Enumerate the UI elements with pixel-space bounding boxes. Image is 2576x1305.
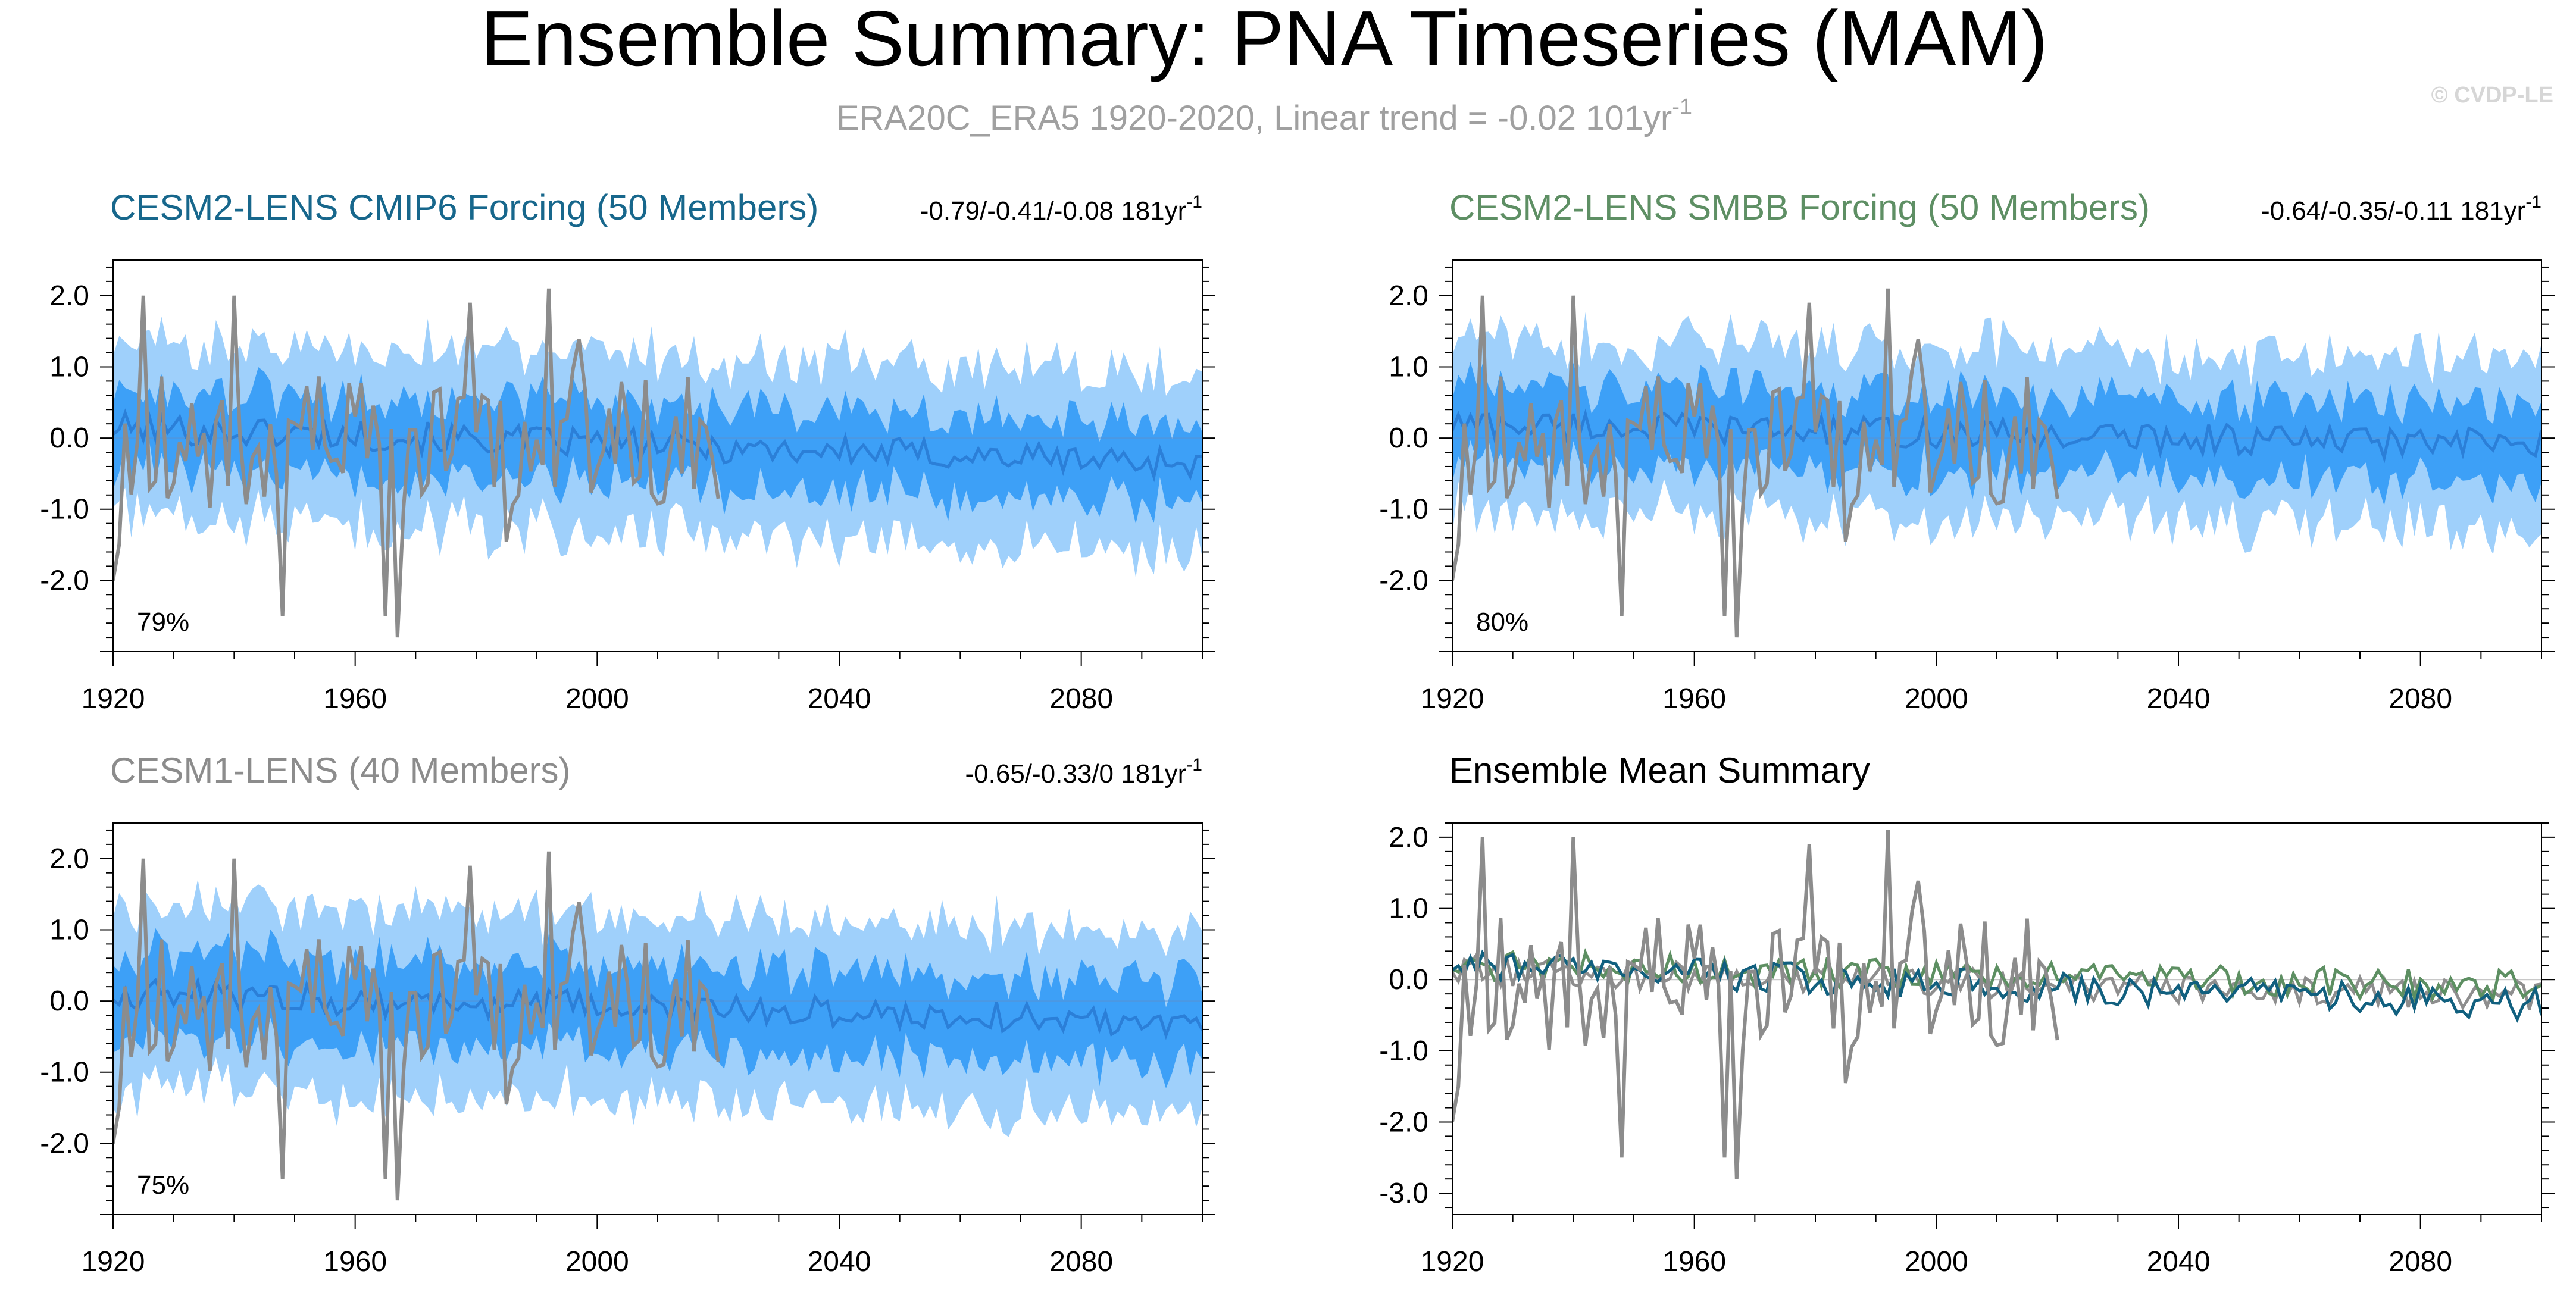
y-tick-label: 2.0 [49, 843, 89, 875]
panel-title: Ensemble Mean Summary [1449, 750, 1870, 790]
smbb-mean-line [1452, 948, 2541, 1004]
trend-text: -0.79/-0.41/-0.08 181yr [920, 196, 1187, 226]
figure-title: Ensemble Summary: PNA Timeseries (MAM) [480, 0, 2047, 82]
y-tick-label: -2.0 [1379, 1106, 1428, 1138]
y-tick-label: 0.0 [1389, 423, 1428, 454]
plot-area [1452, 830, 2541, 1179]
percent-label: 79% [137, 608, 189, 637]
observed-line [113, 851, 720, 1201]
x-tick-label: 2080 [2389, 1246, 2452, 1278]
trend-exponent: -1 [2525, 192, 2541, 212]
panel-title: CESM2-LENS CMIP6 Forcing (50 Members) [110, 187, 818, 227]
plot-area [113, 288, 1202, 638]
y-tick-label: 0.0 [49, 423, 89, 454]
inner-spread-band [113, 367, 1202, 524]
plot-area [113, 851, 1202, 1201]
observed-line [1452, 830, 2059, 1179]
trend-text: -0.65/-0.33/0 181yr [965, 759, 1187, 788]
x-tick-label: 2000 [1905, 683, 1968, 715]
x-tick-label: 2000 [1905, 1246, 1968, 1278]
x-tick-label: 2000 [565, 683, 629, 715]
y-tick-label: 2.0 [1389, 280, 1428, 312]
subtitle-text: ERA20C_ERA5 1920-2020, Linear trend = -0… [836, 99, 1672, 137]
chart-panel-4: Ensemble Mean Summary 1920 1960 2000 2040 208… [1379, 750, 2555, 1278]
y-tick-label: 2.0 [49, 280, 89, 312]
trend-label: -0.65/-0.33/0 181yr-1 [965, 755, 1202, 788]
x-tick-label: 1960 [323, 1246, 387, 1278]
x-tick-label: 1920 [1421, 683, 1484, 715]
observed-line [113, 288, 720, 638]
y-tick-label: -1.0 [1379, 494, 1428, 525]
x-tick-label: 1960 [1662, 683, 1726, 715]
y-tick-label: 0.0 [1389, 964, 1428, 996]
panel-title: CESM2-LENS SMBB Forcing (50 Members) [1449, 187, 2150, 227]
x-tick-label: 2040 [808, 1246, 871, 1278]
ensemble-mean-line [113, 976, 1202, 1040]
panel-title: CESM1-LENS (40 Members) [110, 750, 571, 790]
y-tick-label: -1.0 [1379, 1035, 1428, 1067]
y-tick-label: -1.0 [40, 1057, 89, 1088]
x-tick-label: 1920 [82, 1246, 145, 1278]
y-tick-label: -2.0 [40, 565, 89, 596]
x-tick-label: 2040 [2147, 683, 2211, 715]
trend-text: -0.64/-0.35/-0.11 181yr [2261, 196, 2525, 226]
trend-label: -0.64/-0.35/-0.11 181yr-1 [2261, 192, 2541, 226]
y-tick-label: 1.0 [1389, 893, 1428, 925]
x-tick-label: 2040 [808, 683, 871, 715]
trend-label: -0.79/-0.41/-0.08 181yr-1 [920, 192, 1202, 226]
x-tick-label: 1920 [1421, 1246, 1484, 1278]
y-tick-label: -3.0 [1379, 1178, 1428, 1209]
ensemble-mean-line [113, 408, 1202, 483]
chart-panel-3: CESM1-LENS (40 Members) -0.65/-0.33/0 181… [40, 750, 1215, 1278]
ensemble-mean-line [1452, 408, 2541, 464]
y-tick-label: 1.0 [49, 914, 89, 946]
y-tick-label: 1.0 [49, 351, 89, 383]
plot-area [1452, 288, 2541, 638]
y-tick-label: 1.0 [1389, 351, 1428, 383]
cmip6-mean-line [1452, 949, 2541, 1023]
x-tick-label: 2080 [1049, 1246, 1113, 1278]
y-tick-label: -2.0 [1379, 565, 1428, 596]
watermark: © CVDP-LE [2431, 83, 2553, 108]
y-tick-label: 0.0 [49, 985, 89, 1017]
chart-panel-2: CESM2-LENS SMBB Forcing (50 Members) -0.6… [1379, 187, 2555, 715]
inner-spread-band [113, 928, 1202, 1088]
y-tick-label: -2.0 [40, 1128, 89, 1159]
x-tick-label: 2080 [2389, 683, 2452, 715]
x-tick-label: 1960 [323, 683, 387, 715]
chart-panel-1: CESM2-LENS CMIP6 Forcing (50 Members) -0.… [40, 187, 1215, 715]
trend-exponent: -1 [1186, 755, 1202, 775]
figure-subtitle: ERA20C_ERA5 1920-2020, Linear trend = -0… [836, 95, 1692, 137]
y-tick-label: -1.0 [40, 494, 89, 525]
trend-exponent: -1 [1186, 192, 1202, 212]
y-tick-label: 2.0 [1389, 822, 1428, 853]
x-tick-label: 1920 [82, 683, 145, 715]
subtitle-exponent: -1 [1672, 95, 1692, 120]
x-tick-label: 2080 [1049, 683, 1113, 715]
panel-container: CESM2-LENS CMIP6 Forcing (50 Members) -0.… [40, 187, 2555, 1278]
x-tick-label: 2000 [565, 1246, 629, 1278]
observed-line [1452, 288, 2059, 638]
x-tick-label: 1960 [1662, 1246, 1726, 1278]
x-tick-label: 2040 [2147, 1246, 2211, 1278]
percent-label: 75% [137, 1171, 189, 1200]
percent-label: 80% [1476, 608, 1528, 637]
